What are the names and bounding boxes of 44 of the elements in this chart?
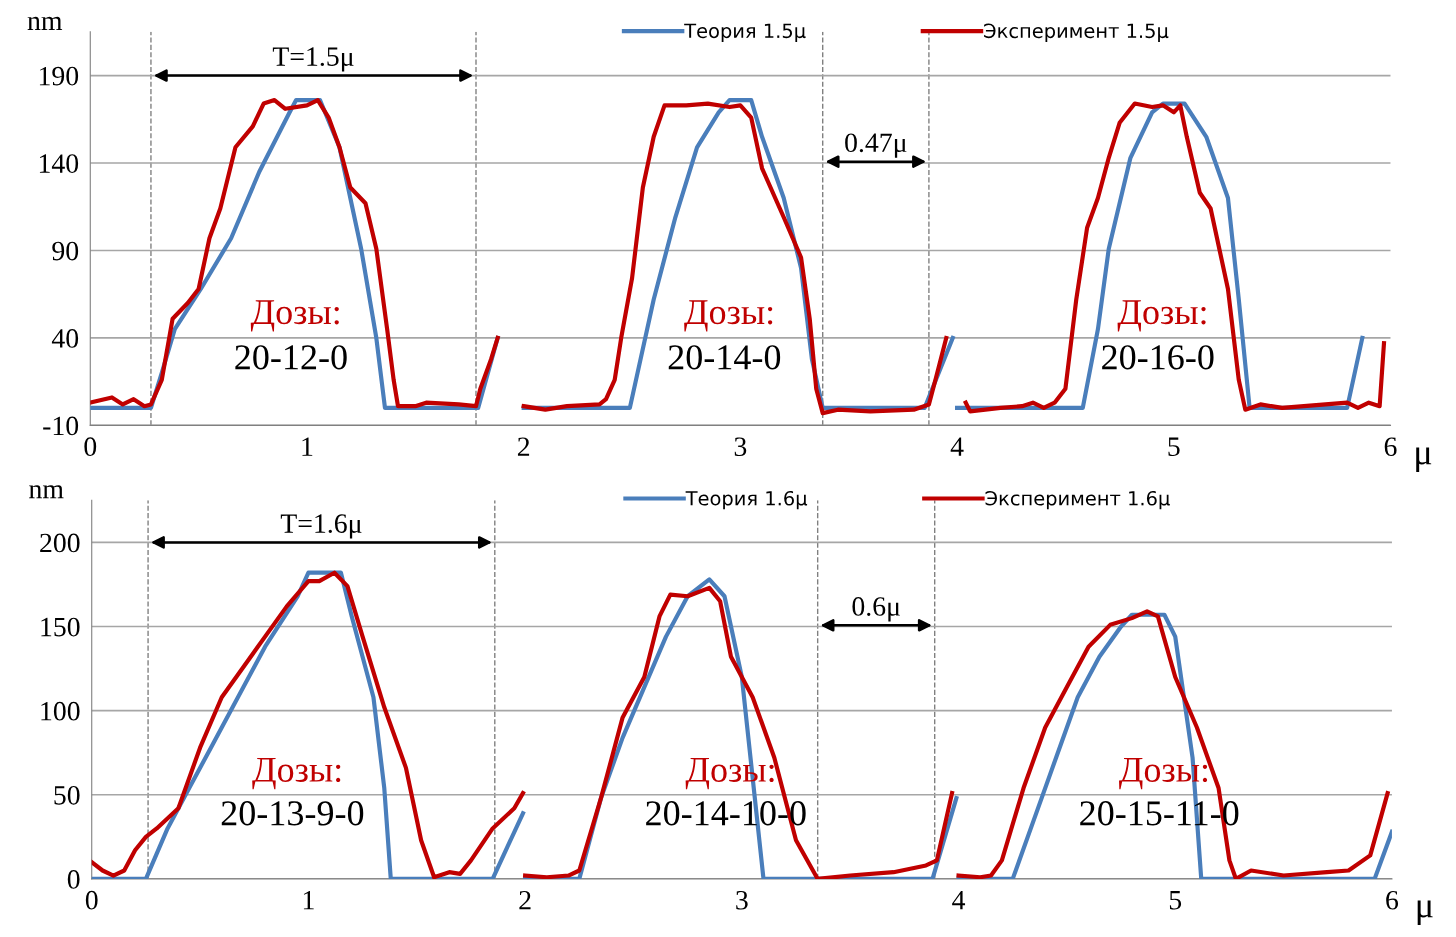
y-tick-label: -10 <box>43 416 79 436</box>
x-tick-label: 1 <box>303 890 314 910</box>
x-axis-title: μ <box>1416 447 1432 472</box>
annotation: 20-12-0 <box>235 345 347 370</box>
x-tick-label: 0 <box>84 437 97 457</box>
annotation: 0.6μ <box>852 597 900 622</box>
x-tick-label: 4 <box>950 437 964 456</box>
x-tick-label: 5 <box>1168 437 1180 457</box>
annotation: T=1.6μ <box>280 514 362 539</box>
x-axis-title: μ <box>1417 900 1433 925</box>
annotation: Дозы: <box>250 300 339 332</box>
y-tick-label: 190 <box>39 66 79 86</box>
legend-label: Теория 1.6μ <box>685 490 808 510</box>
y-axis-title: nm <box>29 485 64 499</box>
y-tick-label: 100 <box>41 701 80 721</box>
legend-label: Эксперимент 1.5μ <box>984 23 1169 42</box>
x-tick-label: 1 <box>302 437 313 456</box>
y-axis-title: nm <box>27 16 63 30</box>
legend-label: Теория 1.5μ <box>684 23 806 42</box>
annotation: Дозы: <box>252 757 341 790</box>
x-tick-label: 4 <box>952 891 966 910</box>
x-tick-label: 6 <box>1384 437 1397 457</box>
annotation: 20-13-9-0 <box>221 801 364 826</box>
annotation: Дозы: <box>684 300 773 332</box>
x-tick-label: 2 <box>519 890 531 910</box>
legend-label: Эксперимент 1.6μ <box>985 490 1170 510</box>
x-tick-label: 6 <box>1386 890 1399 910</box>
annotation: T=1.5μ <box>272 47 354 72</box>
y-tick-label: 50 <box>54 785 80 805</box>
y-tick-label: 90 <box>52 241 79 261</box>
y-tick-label: 40 <box>51 329 79 348</box>
annotation: 20-14-0 <box>668 345 781 370</box>
annotation: 20-16-0 <box>1102 345 1214 370</box>
x-tick-label: 0 <box>85 890 98 910</box>
x-tick-label: 2 <box>517 437 530 456</box>
y-tick-label: 200 <box>40 533 80 553</box>
x-tick-label: 5 <box>1169 891 1182 910</box>
y-tick-label: 150 <box>41 617 80 637</box>
annotation: Дозы: <box>1117 300 1206 332</box>
y-tick-label: 140 <box>39 154 79 173</box>
y-tick-label: 0 <box>67 870 80 889</box>
x-tick-label: 3 <box>734 437 747 457</box>
annotation: 0.47μ <box>845 133 907 158</box>
x-tick-label: 3 <box>736 890 748 910</box>
